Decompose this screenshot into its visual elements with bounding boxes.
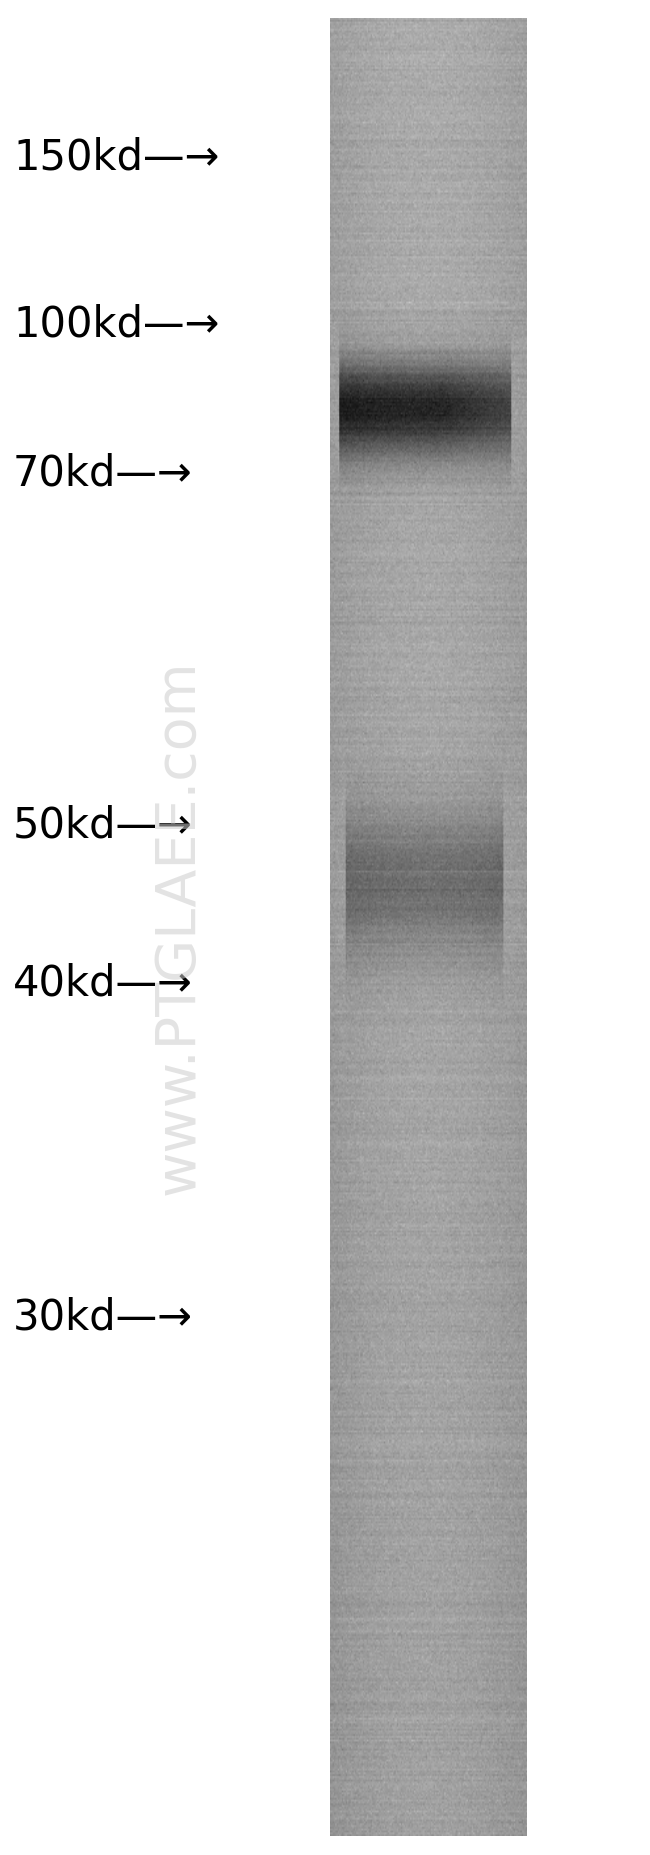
Text: 30kd—→: 30kd—→ (13, 1297, 193, 1337)
Text: 70kd—→: 70kd—→ (13, 453, 193, 493)
Text: 40kd—→: 40kd—→ (13, 963, 193, 1004)
Text: 50kd—→: 50kd—→ (13, 805, 193, 846)
Text: www.PTGLAEE.com: www.PTGLAEE.com (151, 660, 206, 1195)
Text: 100kd—→: 100kd—→ (13, 304, 220, 345)
Text: 150kd—→: 150kd—→ (13, 137, 220, 178)
